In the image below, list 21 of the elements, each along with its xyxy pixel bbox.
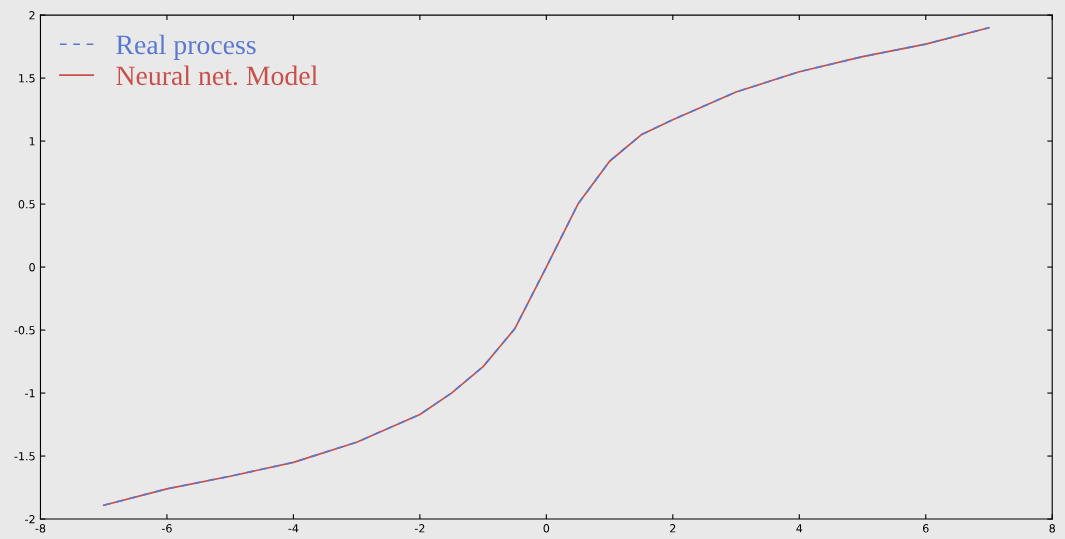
y-tick-label: 0.5 bbox=[18, 200, 35, 209]
x-tick-label: -4 bbox=[288, 524, 299, 533]
y-tick-label: 1.5 bbox=[19, 74, 35, 83]
x-tick-label: 8 bbox=[1049, 524, 1055, 533]
y-tick-label: -0.5 bbox=[14, 326, 35, 335]
y-tick-label: -1.5 bbox=[14, 452, 35, 461]
y-tick-label: 1 bbox=[29, 137, 35, 146]
line-series bbox=[102, 26, 990, 507]
x-tick-label: 0 bbox=[543, 524, 550, 533]
x-tick-label: 2 bbox=[670, 524, 676, 533]
x-tick-label: 6 bbox=[922, 524, 929, 533]
legend-label: Neural net. Model bbox=[116, 65, 318, 86]
y-tick-label: 2 bbox=[29, 11, 35, 20]
y-tick-label: -1 bbox=[25, 389, 35, 398]
y-tick-label: 0 bbox=[29, 263, 35, 272]
legend-label: Real process bbox=[116, 34, 256, 60]
x-tick-label: -2 bbox=[414, 524, 425, 533]
x-tick-label: -6 bbox=[161, 524, 172, 533]
x-tick-label: 4 bbox=[796, 524, 803, 533]
x-tick-label: -8 bbox=[35, 524, 46, 533]
y-tick-label: -2 bbox=[25, 515, 35, 524]
